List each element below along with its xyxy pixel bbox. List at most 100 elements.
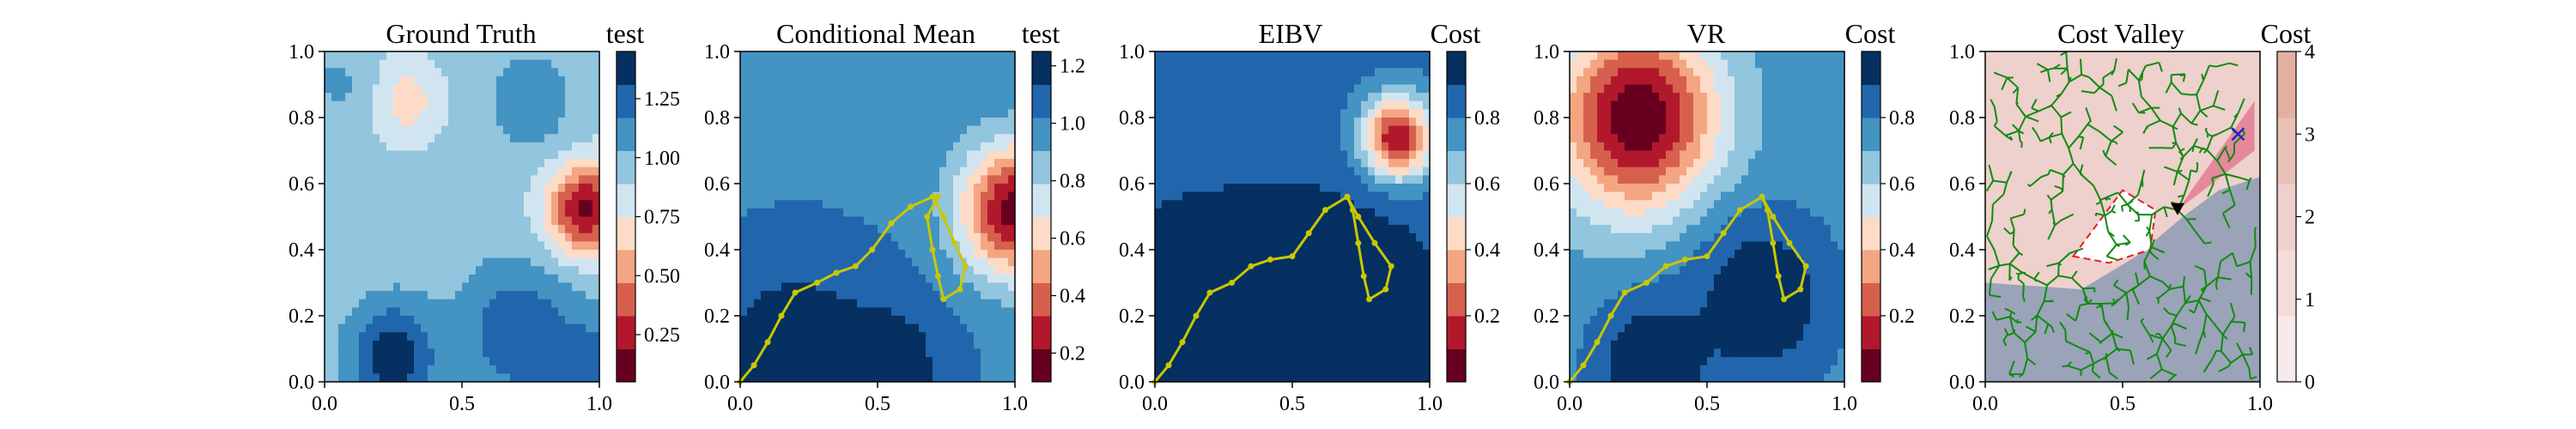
heatmap-cell <box>1416 100 1424 110</box>
colorbar-segment <box>1032 184 1051 217</box>
heatmap-cell <box>1251 299 1259 308</box>
heatmap-cell <box>905 184 913 193</box>
heatmap-cell <box>544 357 552 366</box>
heatmap-cell <box>510 68 518 77</box>
heatmap-cell <box>1409 250 1417 259</box>
heatmap-cell <box>421 84 428 94</box>
heatmap-cell <box>517 257 525 267</box>
heatmap-cell <box>1244 142 1252 152</box>
heatmap-cell <box>878 332 885 341</box>
heatmap-cell <box>740 125 748 135</box>
heatmap-cell <box>1327 150 1334 160</box>
heatmap-cell <box>768 357 775 366</box>
heatmap-cell <box>483 225 490 234</box>
heatmap-cell <box>1155 59 1163 69</box>
heatmap-cell <box>871 59 878 69</box>
heatmap-cell <box>1375 93 1382 102</box>
heatmap-cell <box>1395 84 1403 94</box>
heatmap-cell <box>517 332 525 341</box>
heatmap-cell <box>565 357 573 366</box>
heatmap-cell <box>816 93 823 102</box>
heatmap-cell <box>1340 200 1348 209</box>
heatmap-cell <box>864 241 872 251</box>
heatmap-cell <box>1402 233 1410 242</box>
heatmap-cell <box>1251 84 1259 94</box>
heatmap-cell <box>761 125 769 135</box>
heatmap-cell <box>953 200 961 209</box>
heatmap-cell <box>338 200 346 209</box>
heatmap-cell <box>1196 208 1204 218</box>
heatmap-cell <box>1008 257 1016 267</box>
heatmap-cell <box>531 266 538 275</box>
heatmap-cell <box>1182 274 1190 284</box>
heatmap-cell <box>565 166 573 176</box>
heatmap-cell <box>898 76 906 86</box>
heatmap-cell <box>400 340 408 350</box>
heatmap-cell <box>386 118 394 127</box>
heatmap-cell <box>386 216 394 226</box>
heatmap-cell <box>1340 365 1348 374</box>
heatmap-cell <box>1728 51 1735 61</box>
heatmap-cell <box>857 250 865 259</box>
heatmap-cell <box>517 340 525 350</box>
heatmap-cell <box>823 191 830 201</box>
heatmap-cell <box>857 184 865 193</box>
heatmap-cell <box>905 282 913 292</box>
heatmap-cell <box>747 208 755 218</box>
heatmap-cell <box>558 159 566 168</box>
heatmap-cell <box>761 84 769 94</box>
heatmap-cell <box>1251 191 1259 201</box>
heatmap-cell <box>864 118 872 127</box>
heatmap-cell <box>592 340 600 350</box>
heatmap-cell <box>345 134 353 143</box>
heatmap-cell <box>987 225 995 234</box>
heatmap-cell <box>393 250 401 259</box>
heatmap-cell <box>441 184 449 193</box>
heatmap-cell <box>1416 332 1424 341</box>
heatmap-cell <box>1313 142 1321 152</box>
heatmap-cell <box>905 291 913 300</box>
colorbar-segment <box>1032 282 1051 317</box>
heatmap-cell <box>1217 76 1224 86</box>
heatmap-cell <box>857 266 865 275</box>
heatmap-cell <box>386 150 394 160</box>
heatmap-cell <box>517 282 525 292</box>
colorbar-segment <box>1032 316 1051 349</box>
heatmap-cell <box>884 323 892 333</box>
heatmap-cell <box>1327 84 1334 94</box>
heatmap-cell <box>816 200 823 209</box>
heatmap-cell <box>1334 274 1341 284</box>
heatmap-cell <box>496 357 504 366</box>
heatmap-cell <box>987 175 995 184</box>
heatmap-cell <box>565 299 573 308</box>
heatmap-cell <box>850 282 858 292</box>
heatmap-cell <box>884 84 892 94</box>
heatmap-cell <box>503 216 511 226</box>
heatmap-cell <box>1292 191 1300 201</box>
heatmap-cell <box>809 373 817 383</box>
trajectory-point <box>1366 296 1373 303</box>
heatmap-cell <box>871 299 878 308</box>
heatmap-cell <box>359 274 367 284</box>
heatmap-cell <box>871 332 878 341</box>
heatmap-cell <box>1409 159 1417 168</box>
heatmap-cell <box>843 241 851 251</box>
heatmap-cell <box>544 208 552 218</box>
heatmap-cell <box>1382 233 1389 242</box>
heatmap-cell <box>1196 316 1204 325</box>
heatmap-cell <box>1327 225 1334 234</box>
heatmap-cell <box>483 76 490 86</box>
heatmap-cell <box>843 216 851 226</box>
heatmap-cell <box>1340 76 1348 86</box>
heatmap-cell <box>1224 125 1231 135</box>
heatmap-cell <box>1230 159 1238 168</box>
heatmap-cell <box>428 307 435 317</box>
heatmap-cell <box>857 200 865 209</box>
colorbar-segment <box>1032 118 1051 151</box>
heatmap-cell <box>1203 250 1211 259</box>
heatmap-cell <box>912 274 920 284</box>
heatmap-cell <box>1224 257 1231 267</box>
heatmap-cell <box>912 266 920 275</box>
heatmap-cell <box>1008 316 1016 325</box>
heatmap-cell <box>428 51 435 61</box>
